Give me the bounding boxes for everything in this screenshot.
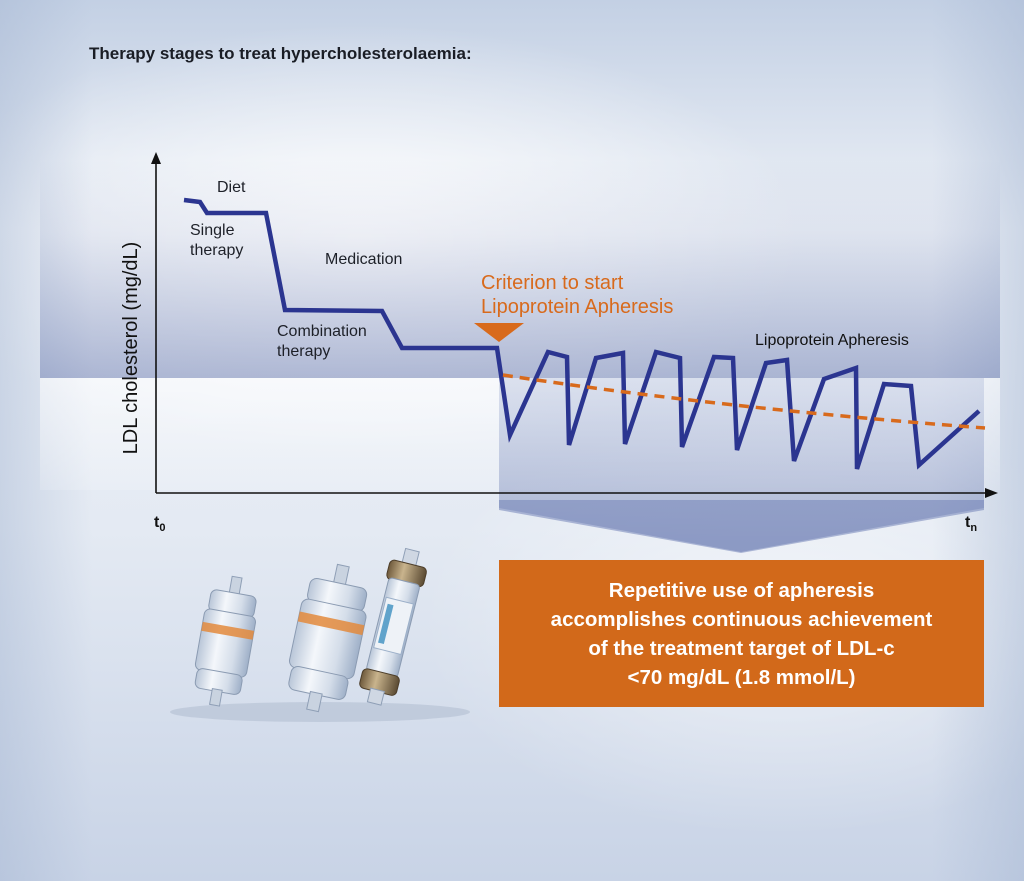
stage-label-single-2: therapy bbox=[190, 242, 243, 259]
apheresis-devices-image bbox=[170, 547, 470, 722]
stage-label-single-1: Single bbox=[190, 222, 235, 239]
y-axis-arrow bbox=[151, 152, 161, 164]
y-axis-label: LDL cholesterol (mg/dL) bbox=[120, 242, 142, 455]
stage-label-combination-1: Combination bbox=[277, 323, 367, 340]
stage-label-diet: Diet bbox=[217, 179, 246, 196]
callout-text: Repetitive use of apheresis accomplishes… bbox=[550, 578, 933, 689]
apheresis-column-2-icon bbox=[288, 563, 368, 713]
apheresis-column-1-icon bbox=[194, 575, 257, 707]
x-end-label: tn bbox=[965, 514, 977, 534]
criterion-marker bbox=[474, 323, 524, 342]
high-ldl-band bbox=[40, 160, 1000, 378]
criterion-label-line2: Lipoprotein Apheresis bbox=[481, 296, 673, 318]
apheresis-column-3-icon bbox=[359, 547, 427, 706]
stage-label-combination-2: therapy bbox=[277, 343, 330, 360]
trend-line bbox=[502, 373, 986, 430]
apheresis-callout: Repetitive use of apheresis accomplishes… bbox=[499, 560, 984, 707]
ldl-curve bbox=[183, 197, 981, 470]
stage-label-apheresis: Lipoprotein Apheresis bbox=[755, 332, 909, 349]
page-title: Therapy stages to treat hypercholesterol… bbox=[89, 44, 472, 63]
x-start-label: t0 bbox=[154, 514, 165, 534]
stage-label-medication: Medication bbox=[325, 251, 402, 268]
x-axis-arrow bbox=[985, 488, 998, 498]
criterion-label-line1: Criterion to start bbox=[481, 272, 624, 294]
funnel-arrow bbox=[499, 500, 984, 553]
